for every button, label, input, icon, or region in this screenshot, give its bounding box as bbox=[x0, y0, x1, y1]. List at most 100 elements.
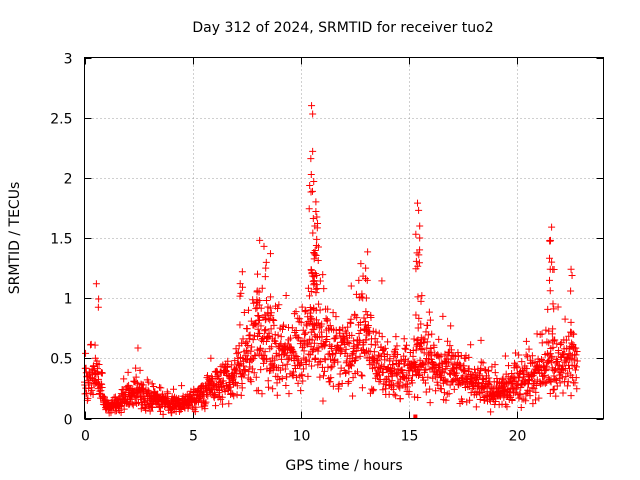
data-point bbox=[417, 297, 425, 305]
data-point bbox=[363, 311, 371, 319]
data-point bbox=[240, 371, 248, 379]
data-point bbox=[305, 205, 313, 213]
data-point bbox=[552, 392, 560, 400]
data-point bbox=[285, 390, 293, 398]
data-point bbox=[249, 336, 257, 344]
data-point bbox=[263, 297, 271, 305]
data-point bbox=[257, 304, 265, 312]
data-point bbox=[307, 171, 315, 179]
data-point bbox=[403, 371, 411, 379]
data-point bbox=[416, 222, 424, 230]
data-point bbox=[248, 343, 256, 351]
data-point bbox=[263, 355, 271, 363]
data-point bbox=[236, 292, 244, 300]
data-point bbox=[543, 338, 551, 346]
data-point bbox=[371, 341, 379, 349]
data-point bbox=[202, 398, 210, 406]
data-point bbox=[266, 316, 274, 324]
data-point bbox=[386, 355, 394, 363]
data-point bbox=[432, 387, 440, 395]
data-point bbox=[483, 387, 491, 395]
data-point bbox=[418, 292, 426, 300]
data-point bbox=[287, 334, 295, 342]
data-point bbox=[548, 352, 556, 360]
data-point bbox=[567, 318, 575, 326]
data-point bbox=[430, 343, 438, 351]
data-point bbox=[124, 368, 132, 376]
data-point bbox=[245, 306, 253, 314]
data-point bbox=[236, 280, 244, 288]
data-point bbox=[313, 285, 321, 293]
data-point bbox=[319, 397, 327, 405]
data-point bbox=[204, 372, 212, 380]
data-point bbox=[548, 258, 556, 266]
y-axis-label: SRMTID / TECUs bbox=[7, 182, 23, 295]
data-point bbox=[97, 369, 105, 377]
data-point bbox=[157, 384, 165, 392]
data-point bbox=[309, 214, 317, 222]
data-point bbox=[454, 353, 462, 361]
data-point bbox=[355, 329, 363, 337]
data-point bbox=[256, 236, 264, 244]
data-point bbox=[424, 373, 432, 381]
data-point bbox=[348, 331, 356, 339]
data-point bbox=[310, 339, 318, 347]
data-points-layer bbox=[81, 102, 581, 419]
data-point bbox=[481, 396, 489, 404]
data-point bbox=[445, 359, 453, 367]
data-point bbox=[342, 345, 350, 353]
data-point bbox=[271, 331, 279, 339]
y-tick-label: 3 bbox=[64, 52, 73, 68]
data-point bbox=[421, 366, 429, 374]
data-point bbox=[357, 293, 365, 301]
data-point bbox=[185, 402, 193, 410]
data-point bbox=[362, 308, 370, 316]
data-point bbox=[159, 410, 167, 418]
data-point bbox=[287, 344, 295, 352]
data-point bbox=[347, 282, 355, 290]
data-point bbox=[568, 343, 576, 351]
data-point bbox=[178, 382, 186, 390]
data-point bbox=[254, 325, 262, 333]
data-point bbox=[336, 326, 344, 334]
data-point bbox=[353, 314, 361, 322]
data-point bbox=[327, 355, 335, 363]
data-point bbox=[253, 296, 261, 304]
data-point bbox=[518, 358, 526, 366]
data-point bbox=[219, 400, 227, 408]
data-point bbox=[536, 330, 544, 338]
data-point bbox=[88, 386, 96, 394]
data-point bbox=[323, 336, 331, 344]
data-point bbox=[484, 380, 492, 388]
data-point bbox=[264, 383, 272, 391]
data-point bbox=[368, 385, 376, 393]
data-point bbox=[346, 361, 354, 369]
data-point bbox=[370, 354, 378, 362]
data-point bbox=[440, 369, 448, 377]
data-point bbox=[400, 335, 408, 343]
data-point bbox=[388, 372, 396, 380]
data-point bbox=[305, 292, 313, 300]
data-point bbox=[554, 303, 562, 311]
data-point bbox=[353, 368, 361, 376]
data-point bbox=[378, 277, 386, 285]
data-point bbox=[336, 370, 344, 378]
data-point bbox=[316, 306, 324, 314]
data-point bbox=[315, 324, 323, 332]
y-tick-label: 2 bbox=[64, 172, 73, 188]
data-point bbox=[545, 327, 553, 335]
data-point bbox=[528, 384, 536, 392]
data-point bbox=[271, 356, 279, 364]
data-point bbox=[301, 330, 309, 338]
data-point bbox=[441, 350, 449, 358]
data-point bbox=[233, 382, 241, 390]
data-point bbox=[344, 338, 352, 346]
data-point bbox=[261, 348, 269, 356]
data-point bbox=[547, 378, 555, 386]
data-point bbox=[225, 400, 233, 408]
data-point bbox=[572, 344, 580, 352]
y-tick-label: 2.5 bbox=[50, 112, 72, 128]
data-point bbox=[311, 322, 319, 330]
data-point bbox=[446, 381, 454, 389]
data-point bbox=[245, 335, 253, 343]
